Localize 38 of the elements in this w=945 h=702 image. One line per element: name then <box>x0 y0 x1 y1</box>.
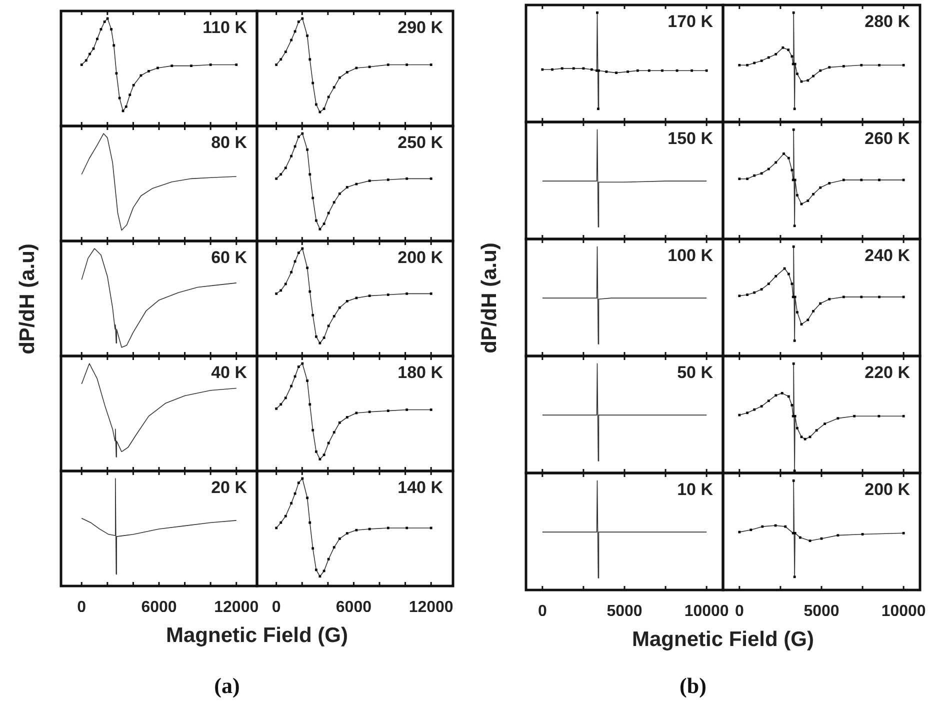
chart-title: 40 K <box>211 363 248 382</box>
x-tick-label: 5000 <box>606 603 642 620</box>
chart-title: 280 K <box>864 12 911 31</box>
chart-title: 110 K <box>202 18 248 37</box>
y-axis-title: dP/dH (a.u) <box>16 243 40 354</box>
x-tick-label: 12000 <box>408 599 454 616</box>
x-tick-label: 0 <box>77 599 86 616</box>
chart-title: 200 K <box>398 248 444 267</box>
x-tick-label: 0 <box>272 599 281 616</box>
text: (a) <box>214 673 240 699</box>
x-tick-label: 12000 <box>214 599 259 616</box>
chart-title: 100 K <box>668 246 714 265</box>
text: (b) <box>680 673 706 699</box>
x-axis-title: Magnetic Field (G) <box>166 624 348 648</box>
chart-title: 150 K <box>668 129 714 148</box>
chart-title: 220 K <box>864 363 911 382</box>
chart-title: 170 K <box>668 12 714 31</box>
chart-title: 50 K <box>677 363 714 382</box>
x-tick-label: 10000 <box>684 603 729 620</box>
chart-title: 260 K <box>864 129 911 148</box>
x-tick-label: 5000 <box>804 603 840 620</box>
x-tick-label: 0 <box>734 603 744 620</box>
x-tick-label: 6000 <box>141 599 177 616</box>
x-axis-title: Magnetic Field (G) <box>632 628 814 652</box>
x-tick-label: 0 <box>538 603 547 620</box>
chart-title: 180 K <box>398 363 444 382</box>
chart-title: 60 K <box>211 248 248 267</box>
x-tick-label: 6000 <box>336 599 372 616</box>
chart-title: 140 K <box>398 478 444 497</box>
x-tick-label: 10000 <box>881 603 926 620</box>
chart-title: 20 K <box>211 478 248 497</box>
chart-title: 290 K <box>398 18 444 37</box>
chart-title: 250 K <box>398 133 444 152</box>
y-axis-title: dP/dH (a.u) <box>478 242 502 353</box>
chart-title: 240 K <box>864 246 911 265</box>
chart-title: 10 K <box>677 480 714 499</box>
chart-title: 80 K <box>211 133 248 152</box>
chart-title: 200 K <box>864 480 911 499</box>
